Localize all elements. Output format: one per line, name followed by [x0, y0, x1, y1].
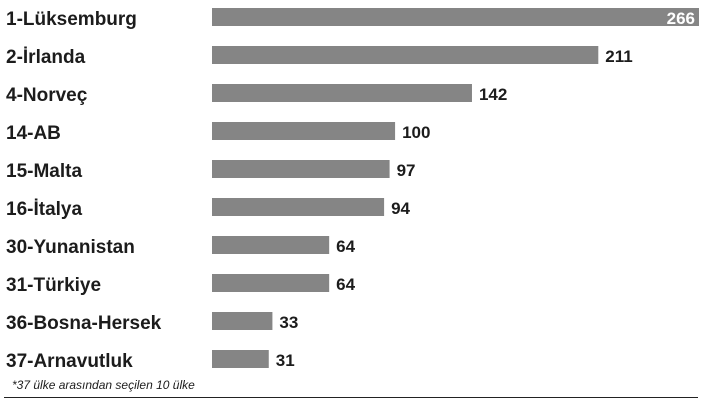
- value-label: 142: [479, 85, 507, 104]
- bar: [212, 274, 330, 292]
- footnote-divider: [4, 397, 698, 398]
- bar: [212, 236, 330, 254]
- category-label: 31-Türkiye: [6, 275, 101, 296]
- bar: [212, 122, 396, 140]
- bar: [212, 198, 385, 216]
- bar: [212, 84, 472, 102]
- value-label: 100: [402, 123, 430, 142]
- category-label: 36-Bosna-Hersek: [6, 313, 162, 334]
- value-label: 211: [605, 47, 632, 66]
- footnote: *37 ülke arasından seçilen 10 ülke: [12, 378, 195, 392]
- value-label: 31: [276, 351, 295, 370]
- category-label: 1-Lüksemburg: [6, 9, 137, 30]
- value-label: 94: [391, 199, 410, 218]
- bar: [212, 160, 390, 178]
- category-label: 37-Arnavutluk: [6, 351, 133, 372]
- category-label: 2-İrlanda: [6, 47, 86, 68]
- category-label: 16-İtalya: [6, 199, 82, 220]
- value-label: 33: [279, 313, 298, 332]
- category-label: 30-Yunanistan: [6, 237, 135, 258]
- category-label: 4-Norveç: [6, 85, 88, 106]
- category-label: 15-Malta: [6, 161, 82, 182]
- bar: [212, 312, 273, 330]
- value-label: 64: [336, 237, 355, 256]
- bar: [212, 8, 699, 26]
- category-label: 14-AB: [6, 123, 61, 144]
- value-label: 64: [336, 275, 355, 294]
- value-label: 266: [667, 9, 695, 28]
- bar: [212, 350, 269, 368]
- bar: [212, 46, 599, 64]
- value-label: 97: [397, 161, 416, 180]
